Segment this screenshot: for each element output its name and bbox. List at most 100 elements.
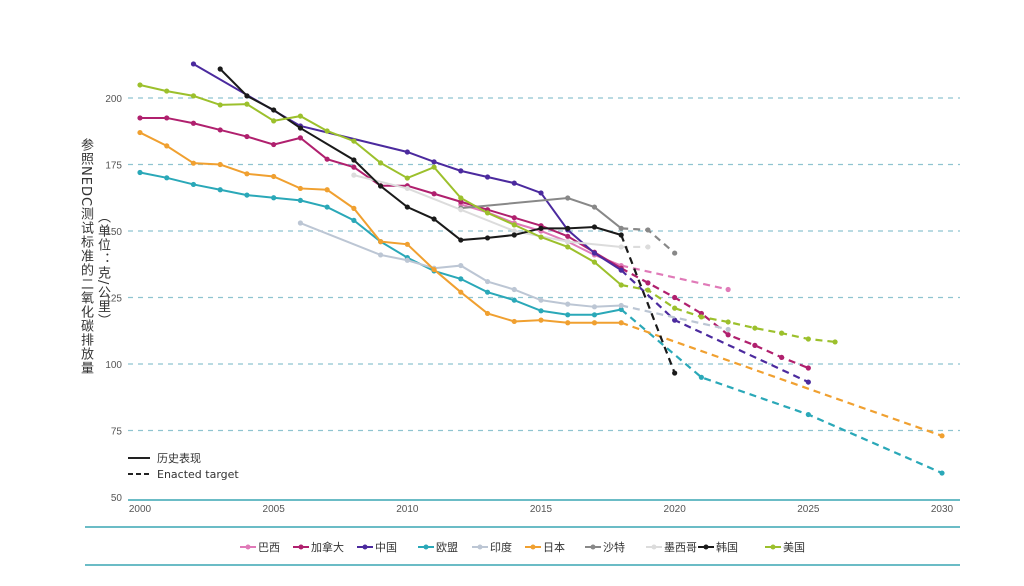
data-point	[511, 222, 517, 228]
series-3	[137, 169, 945, 476]
data-point	[378, 252, 384, 258]
data-point	[164, 143, 170, 149]
data-point	[645, 227, 651, 233]
data-point	[217, 187, 223, 193]
data-point	[672, 305, 678, 311]
data-point	[324, 204, 330, 210]
data-point	[137, 129, 143, 136]
data-point	[164, 175, 170, 181]
data-point	[752, 342, 758, 348]
data-point	[511, 297, 517, 303]
data-point	[297, 125, 303, 131]
data-point	[698, 374, 705, 380]
data-point	[244, 93, 250, 99]
target-line	[620, 267, 809, 370]
legend-marker	[298, 544, 304, 550]
data-point	[271, 118, 277, 124]
legend-label: 美国	[783, 541, 805, 554]
x-tick-label: 2000	[129, 504, 152, 515]
data-point	[137, 169, 143, 176]
historical-line	[219, 68, 622, 242]
data-point	[832, 339, 838, 345]
target-line	[620, 321, 943, 437]
legend-item: 墨西哥	[646, 541, 697, 554]
series-1	[137, 115, 811, 371]
data-point	[484, 174, 491, 180]
data-point	[244, 171, 250, 177]
data-point	[511, 232, 517, 238]
data-point	[458, 207, 464, 213]
data-point	[618, 244, 624, 250]
data-point	[672, 294, 678, 301]
historical-line	[140, 116, 622, 270]
data-point	[431, 159, 437, 165]
data-point	[190, 181, 197, 188]
data-point	[511, 180, 517, 186]
data-point	[164, 115, 170, 121]
data-point	[351, 172, 357, 178]
series-2	[190, 61, 811, 385]
target-line	[620, 308, 943, 475]
data-point	[645, 244, 651, 250]
data-point	[324, 128, 330, 134]
data-point	[297, 197, 303, 204]
historical-line	[353, 174, 622, 248]
legend-marker	[770, 544, 776, 550]
legend-marker	[423, 544, 429, 550]
data-point	[538, 317, 544, 323]
data-point	[458, 289, 464, 295]
data-point	[431, 164, 437, 170]
y-tick-label: 175	[105, 161, 122, 172]
data-point	[538, 234, 544, 240]
y-tick-label: 125	[105, 294, 122, 305]
data-point	[351, 138, 357, 144]
data-point	[939, 470, 945, 476]
legend-marker	[590, 544, 596, 550]
legend-marker	[703, 544, 709, 550]
data-point	[431, 216, 437, 222]
data-point	[805, 365, 811, 371]
legend-item: 印度	[472, 540, 512, 554]
y-tick-label: 150	[105, 227, 122, 238]
legend-label: 欧盟	[436, 541, 458, 554]
legend-label: 加拿大	[311, 540, 344, 554]
data-point	[484, 289, 491, 295]
data-point	[752, 325, 758, 331]
data-point	[511, 228, 517, 234]
data-point	[565, 320, 571, 326]
data-point	[538, 297, 544, 303]
data-point	[190, 93, 197, 99]
legend-label: 韩国	[716, 540, 738, 554]
legend-target-label: Enacted target	[157, 468, 239, 481]
data-point	[351, 164, 357, 170]
data-point	[217, 161, 223, 168]
data-point	[618, 225, 624, 231]
x-tick-label: 2005	[263, 504, 286, 515]
legend-item: 中国	[357, 541, 397, 554]
series-8	[217, 66, 678, 376]
target-line	[620, 304, 729, 331]
x-tick-label: 2030	[931, 504, 954, 515]
data-point	[939, 433, 945, 439]
data-point	[431, 266, 437, 273]
series-5	[137, 129, 945, 439]
data-point	[297, 135, 303, 141]
data-point	[244, 101, 250, 107]
data-point	[297, 113, 303, 119]
x-tick-label: 2020	[664, 504, 687, 515]
data-point	[271, 141, 277, 148]
data-point	[431, 191, 437, 197]
data-point	[190, 61, 197, 67]
data-point	[672, 317, 678, 323]
data-point	[458, 237, 464, 243]
historical-line	[460, 197, 622, 230]
legend-item: 韩国	[698, 540, 738, 554]
data-point	[458, 195, 464, 201]
data-point	[458, 199, 464, 205]
data-point	[271, 195, 277, 201]
data-point	[378, 239, 384, 245]
data-point	[565, 195, 571, 201]
data-point	[565, 239, 571, 245]
legend-item: 美国	[765, 541, 805, 554]
